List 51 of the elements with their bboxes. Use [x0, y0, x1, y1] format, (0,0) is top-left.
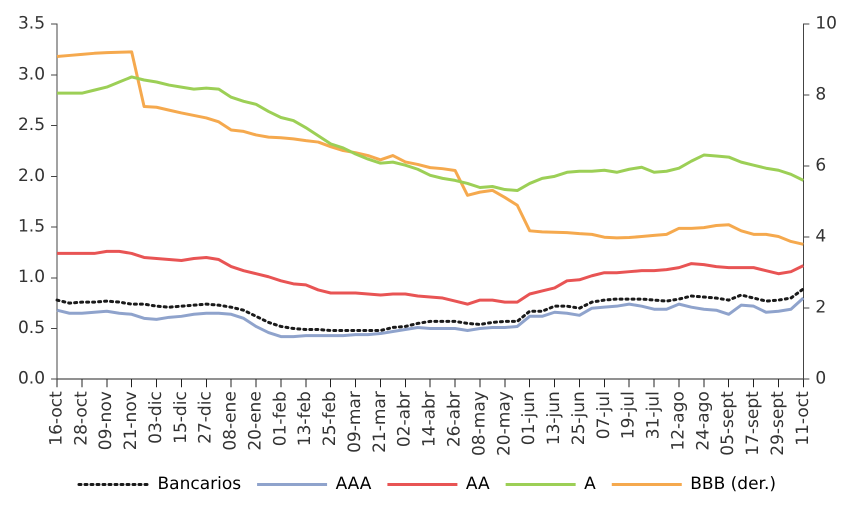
y2-tick-label: 0	[815, 368, 826, 389]
x-tick-label: 01-jun	[519, 391, 540, 446]
x-tick-label: 20-may	[494, 391, 514, 456]
x-tick-label: 05-sept	[718, 390, 738, 456]
x-tick-label: 07-jul	[594, 391, 614, 440]
x-tick-label: 27-dic	[196, 391, 216, 444]
x-tick-label: 15-dic	[170, 391, 191, 444]
x-tick-label: 31-jul	[644, 391, 664, 440]
y-tick-label: 1.5	[18, 216, 46, 236]
y2-tick-label: 6	[815, 156, 826, 176]
y2-tick-label: 2	[815, 298, 826, 318]
x-tick-label: 17-sept	[743, 390, 764, 456]
x-tick-label: 09-mar	[344, 391, 365, 453]
x-tick-label: 20-ene	[245, 391, 266, 451]
x-tick-label: 21-nov	[121, 391, 142, 450]
y-tick-label: 2.0	[18, 166, 46, 186]
y2-tick-label: 4	[815, 226, 826, 247]
legend-label: AA	[466, 474, 490, 494]
y2-tick-label: 8	[815, 84, 826, 105]
x-tick-label: 19-jul	[618, 391, 639, 440]
legend-label: A	[584, 474, 596, 494]
legend-label: BBB (der.)	[690, 474, 776, 494]
x-tick-label: 01-feb	[270, 391, 290, 446]
y-tick-label: 0.5	[18, 318, 46, 338]
x-tick-label: 08-ene	[220, 391, 241, 451]
x-tick-label: 08-may	[469, 391, 490, 456]
y-tick-label: 0.0	[18, 368, 46, 389]
y-tick-label: 1.0	[18, 267, 46, 288]
x-tick-label: 26-abr	[444, 391, 464, 448]
y2-tick-label: 10	[815, 14, 838, 34]
x-tick-label: 29-sept	[768, 390, 788, 456]
legend-label: AAA	[336, 474, 372, 494]
x-tick-label: 25-feb	[320, 391, 340, 446]
x-tick-label: 03-dic	[146, 391, 166, 444]
x-tick-label: 11-oct	[792, 390, 813, 446]
y-tick-label: 2.5	[18, 115, 46, 136]
line-series	[56, 287, 805, 332]
x-tick-label: 02-abr	[394, 391, 415, 448]
x-tick-label: 25-jun	[568, 391, 589, 446]
x-tick-label: 21-mar	[370, 391, 390, 453]
x-tick-label: 14-abr	[420, 391, 440, 448]
x-tick-label: 09-nov	[96, 391, 116, 450]
x-tick-label: 16-oct	[46, 390, 66, 446]
x-tick-label: 28-oct	[71, 390, 92, 446]
x-tick-label: 12-ago	[668, 391, 688, 451]
x-tick-label: 13-jun	[544, 391, 564, 446]
legend-label: Bancarios	[157, 474, 242, 494]
y-tick-label: 3.0	[18, 64, 46, 84]
x-tick-label: 24-ago	[693, 391, 714, 451]
y-tick-label: 3.5	[18, 14, 46, 34]
x-tick-label: 13-feb	[295, 391, 316, 446]
